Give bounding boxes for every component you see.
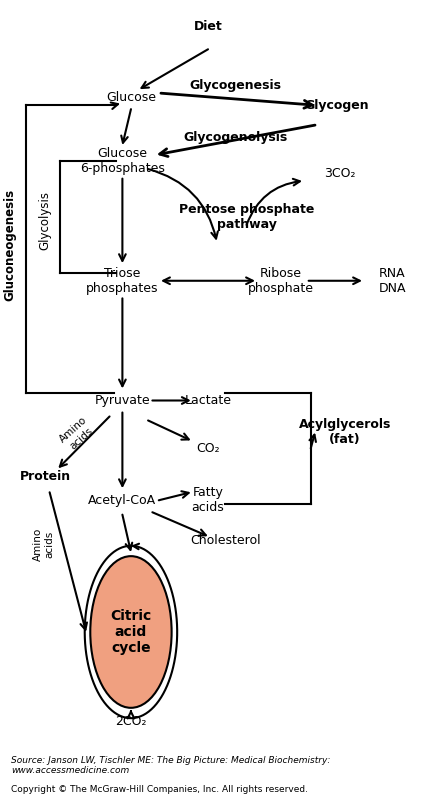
Circle shape xyxy=(90,556,172,708)
Text: Copyright © The McGraw-Hill Companies, Inc. All rights reserved.: Copyright © The McGraw-Hill Companies, I… xyxy=(11,785,308,795)
Text: Acylglycerols
(fat): Acylglycerols (fat) xyxy=(299,418,391,446)
Text: RNA
DNA: RNA DNA xyxy=(379,267,407,295)
Text: Fatty
acids: Fatty acids xyxy=(192,486,224,514)
Text: 3CO₂: 3CO₂ xyxy=(324,167,355,179)
Text: Amino
acids: Amino acids xyxy=(33,528,55,561)
Text: Acetyl-CoA: Acetyl-CoA xyxy=(88,493,156,507)
Text: Lactate: Lactate xyxy=(184,394,232,407)
Text: Diet: Diet xyxy=(194,20,222,34)
Text: Glucose
6-phosphates: Glucose 6-phosphates xyxy=(80,147,165,175)
Text: Cholesterol: Cholesterol xyxy=(190,533,260,547)
Text: Triose
phosphates: Triose phosphates xyxy=(86,267,159,295)
Text: Source: Janson LW, Tischler ME: The Big Picture: Medical Biochemistry:
www.acces: Source: Janson LW, Tischler ME: The Big … xyxy=(11,755,330,775)
Text: Citric
acid
cycle: Citric acid cycle xyxy=(110,609,152,655)
Text: Glycolysis: Glycolysis xyxy=(38,191,51,251)
Text: Pyruvate: Pyruvate xyxy=(95,394,150,407)
Text: Glycogenolysis: Glycogenolysis xyxy=(184,131,288,143)
Text: Ribose
phosphate: Ribose phosphate xyxy=(248,267,314,295)
Text: 2CO₂: 2CO₂ xyxy=(115,714,147,728)
Text: Glycogen: Glycogen xyxy=(304,99,369,111)
Text: Protein: Protein xyxy=(20,470,71,483)
Text: Glucose: Glucose xyxy=(106,91,156,103)
Text: CO₂: CO₂ xyxy=(196,442,220,455)
Text: Amino
acids: Amino acids xyxy=(58,415,97,453)
Text: Gluconeogenesis: Gluconeogenesis xyxy=(3,189,16,301)
Text: Pentose phosphate
pathway: Pentose phosphate pathway xyxy=(179,203,314,231)
Text: Glycogenesis: Glycogenesis xyxy=(190,78,282,91)
